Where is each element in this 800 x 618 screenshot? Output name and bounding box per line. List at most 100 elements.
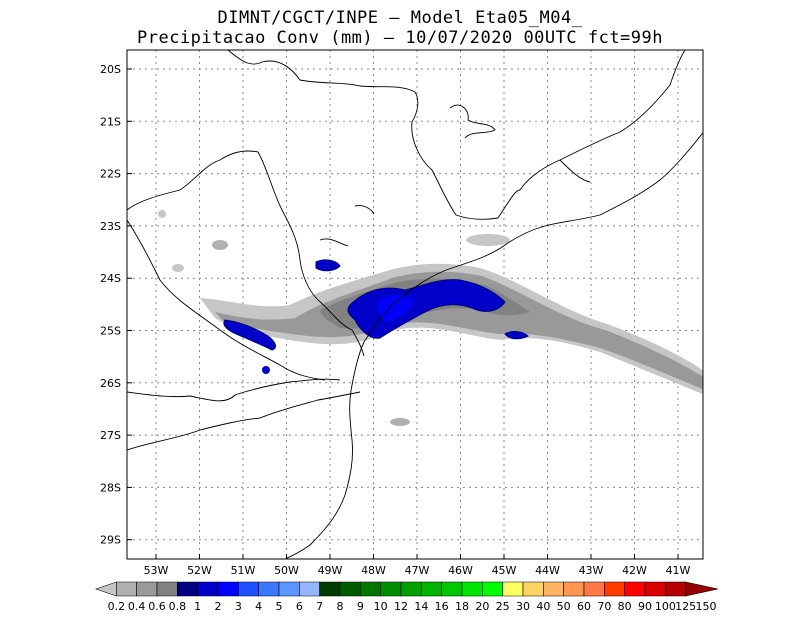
colorbar-swatch <box>543 581 564 597</box>
colorbar-swatch <box>258 581 280 597</box>
colorbar-label: 7 <box>316 600 323 613</box>
colorbar-label: 0.4 <box>128 600 146 613</box>
colorbar-swatch <box>217 581 239 597</box>
precip-patch <box>172 264 184 272</box>
state-border <box>127 378 341 402</box>
precip-band-0.2 <box>200 263 703 395</box>
colorbar-swatch <box>278 581 300 597</box>
colorbar-label: 14 <box>414 600 428 613</box>
colorbar-label: 9 <box>357 600 364 613</box>
colorbar-swatch <box>624 581 646 597</box>
colorbar-swatch <box>461 581 483 597</box>
colorbar-label: 4 <box>255 600 262 613</box>
state-border <box>127 150 319 301</box>
colorbar-label: 80 <box>618 600 632 613</box>
colorbar-swatch <box>421 581 442 597</box>
colorbar-swatch <box>400 581 422 597</box>
precip-core-west <box>223 319 276 351</box>
colorbar-swatch <box>441 581 463 597</box>
colorbar-swatch <box>319 581 341 597</box>
plot-frame <box>126 49 704 560</box>
precipitation-field <box>158 210 703 426</box>
precip-patch <box>466 234 510 246</box>
colorbar-swatch <box>360 581 381 597</box>
state-border <box>519 50 686 191</box>
colorbar-swatch <box>665 581 686 597</box>
colorbar-swatch <box>583 581 605 597</box>
colorbar-label: 100 <box>655 600 676 613</box>
colorbar-label: 90 <box>638 600 652 613</box>
state-border <box>559 159 591 183</box>
colorbar-swatch <box>563 581 585 597</box>
map-title-line1: DIMNT/CGCT/INPE – Model Eta05_M04_ <box>217 8 583 28</box>
lake <box>354 205 375 215</box>
gridlines <box>127 50 703 559</box>
colorbar-swatch <box>299 581 320 597</box>
lon-label: 42W <box>622 564 647 577</box>
colorbar-swatch <box>156 581 178 597</box>
colorbar-label: 10 <box>374 600 388 613</box>
state-border <box>127 391 361 451</box>
lat-label: 28S <box>100 481 121 494</box>
precip-patch <box>212 240 228 250</box>
lat-label: 25S <box>100 325 121 338</box>
colorbar-swatch <box>238 581 259 597</box>
map-title-line2: Precipitacao Conv (mm) – 10/07/2020 00UT… <box>136 28 663 48</box>
lat-label: 21S <box>100 115 121 128</box>
colorbar-swatch <box>522 581 544 597</box>
lake <box>319 238 349 247</box>
colorbar-swatch <box>502 581 524 597</box>
lon-label: 44W <box>535 564 560 577</box>
colorbar-label: 5 <box>276 600 283 613</box>
lon-label: 49W <box>318 564 343 577</box>
colorbar-label: 70 <box>597 600 611 613</box>
colorbar-label: 0.8 <box>169 600 187 613</box>
precip-patch <box>262 366 270 374</box>
colorbar-label: 2 <box>215 600 222 613</box>
precip-core-inner <box>377 295 415 322</box>
lon-label: 53W <box>144 564 169 577</box>
colorbar-label: 8 <box>337 600 344 613</box>
colorbar-swatch <box>685 581 719 597</box>
colorbar-label: 50 <box>557 600 571 613</box>
lon-label: 48W <box>361 564 386 577</box>
lake <box>449 104 496 139</box>
colorbar-label: 16 <box>435 600 449 613</box>
colorbar-swatch <box>197 581 219 597</box>
colorbar: 0.2 0.4 0.6 0.8 1 2 3 4 5 6 7 8 9 10 12 14 16 18 20 25 30 40 5… <box>95 581 719 613</box>
colorbar-swatch <box>644 581 666 597</box>
lon-label: 51W <box>231 564 256 577</box>
colorbar-label: 125 <box>675 600 696 613</box>
precip-core-main <box>347 279 506 339</box>
colorbar-label: 0.2 <box>108 600 126 613</box>
precip-patch <box>158 210 166 218</box>
colorbar-label: 1 <box>194 600 201 613</box>
precip-core-north <box>315 259 341 272</box>
state-border <box>127 219 281 366</box>
colorbar-label: 60 <box>577 600 591 613</box>
colorbar-swatch <box>136 581 158 597</box>
colorbar-label: 6 <box>296 600 303 613</box>
latitude-labels: 20S 21S 22S 23S 24S 25S 26S 27S 28S 29S <box>100 63 132 547</box>
colorbar-swatch <box>482 581 503 597</box>
colorbar-swatch <box>177 581 198 597</box>
precip-band-0.6 <box>215 271 703 390</box>
lon-label: 52W <box>187 564 212 577</box>
lon-label: 45W <box>492 564 517 577</box>
lat-label: 23S <box>100 220 121 233</box>
state-border <box>411 91 499 220</box>
colorbar-swatch <box>380 581 402 597</box>
colorbar-label: 0.6 <box>148 600 166 613</box>
borders <box>127 50 703 559</box>
lon-label: 47W <box>405 564 430 577</box>
colorbar-swatch <box>604 581 625 597</box>
longitude-labels: 53W 52W 51W 50W 49W 48W 47W 46W 45W 44W 43W 42W 41W <box>144 554 691 577</box>
colorbar-label: 3 <box>235 600 242 613</box>
lon-label: 43W <box>579 564 604 577</box>
colorbar-label: 150 <box>696 600 717 613</box>
colorbar-label: 40 <box>536 600 550 613</box>
state-border <box>279 364 326 381</box>
precip-patch <box>390 418 410 426</box>
precip-core-east <box>504 331 529 340</box>
